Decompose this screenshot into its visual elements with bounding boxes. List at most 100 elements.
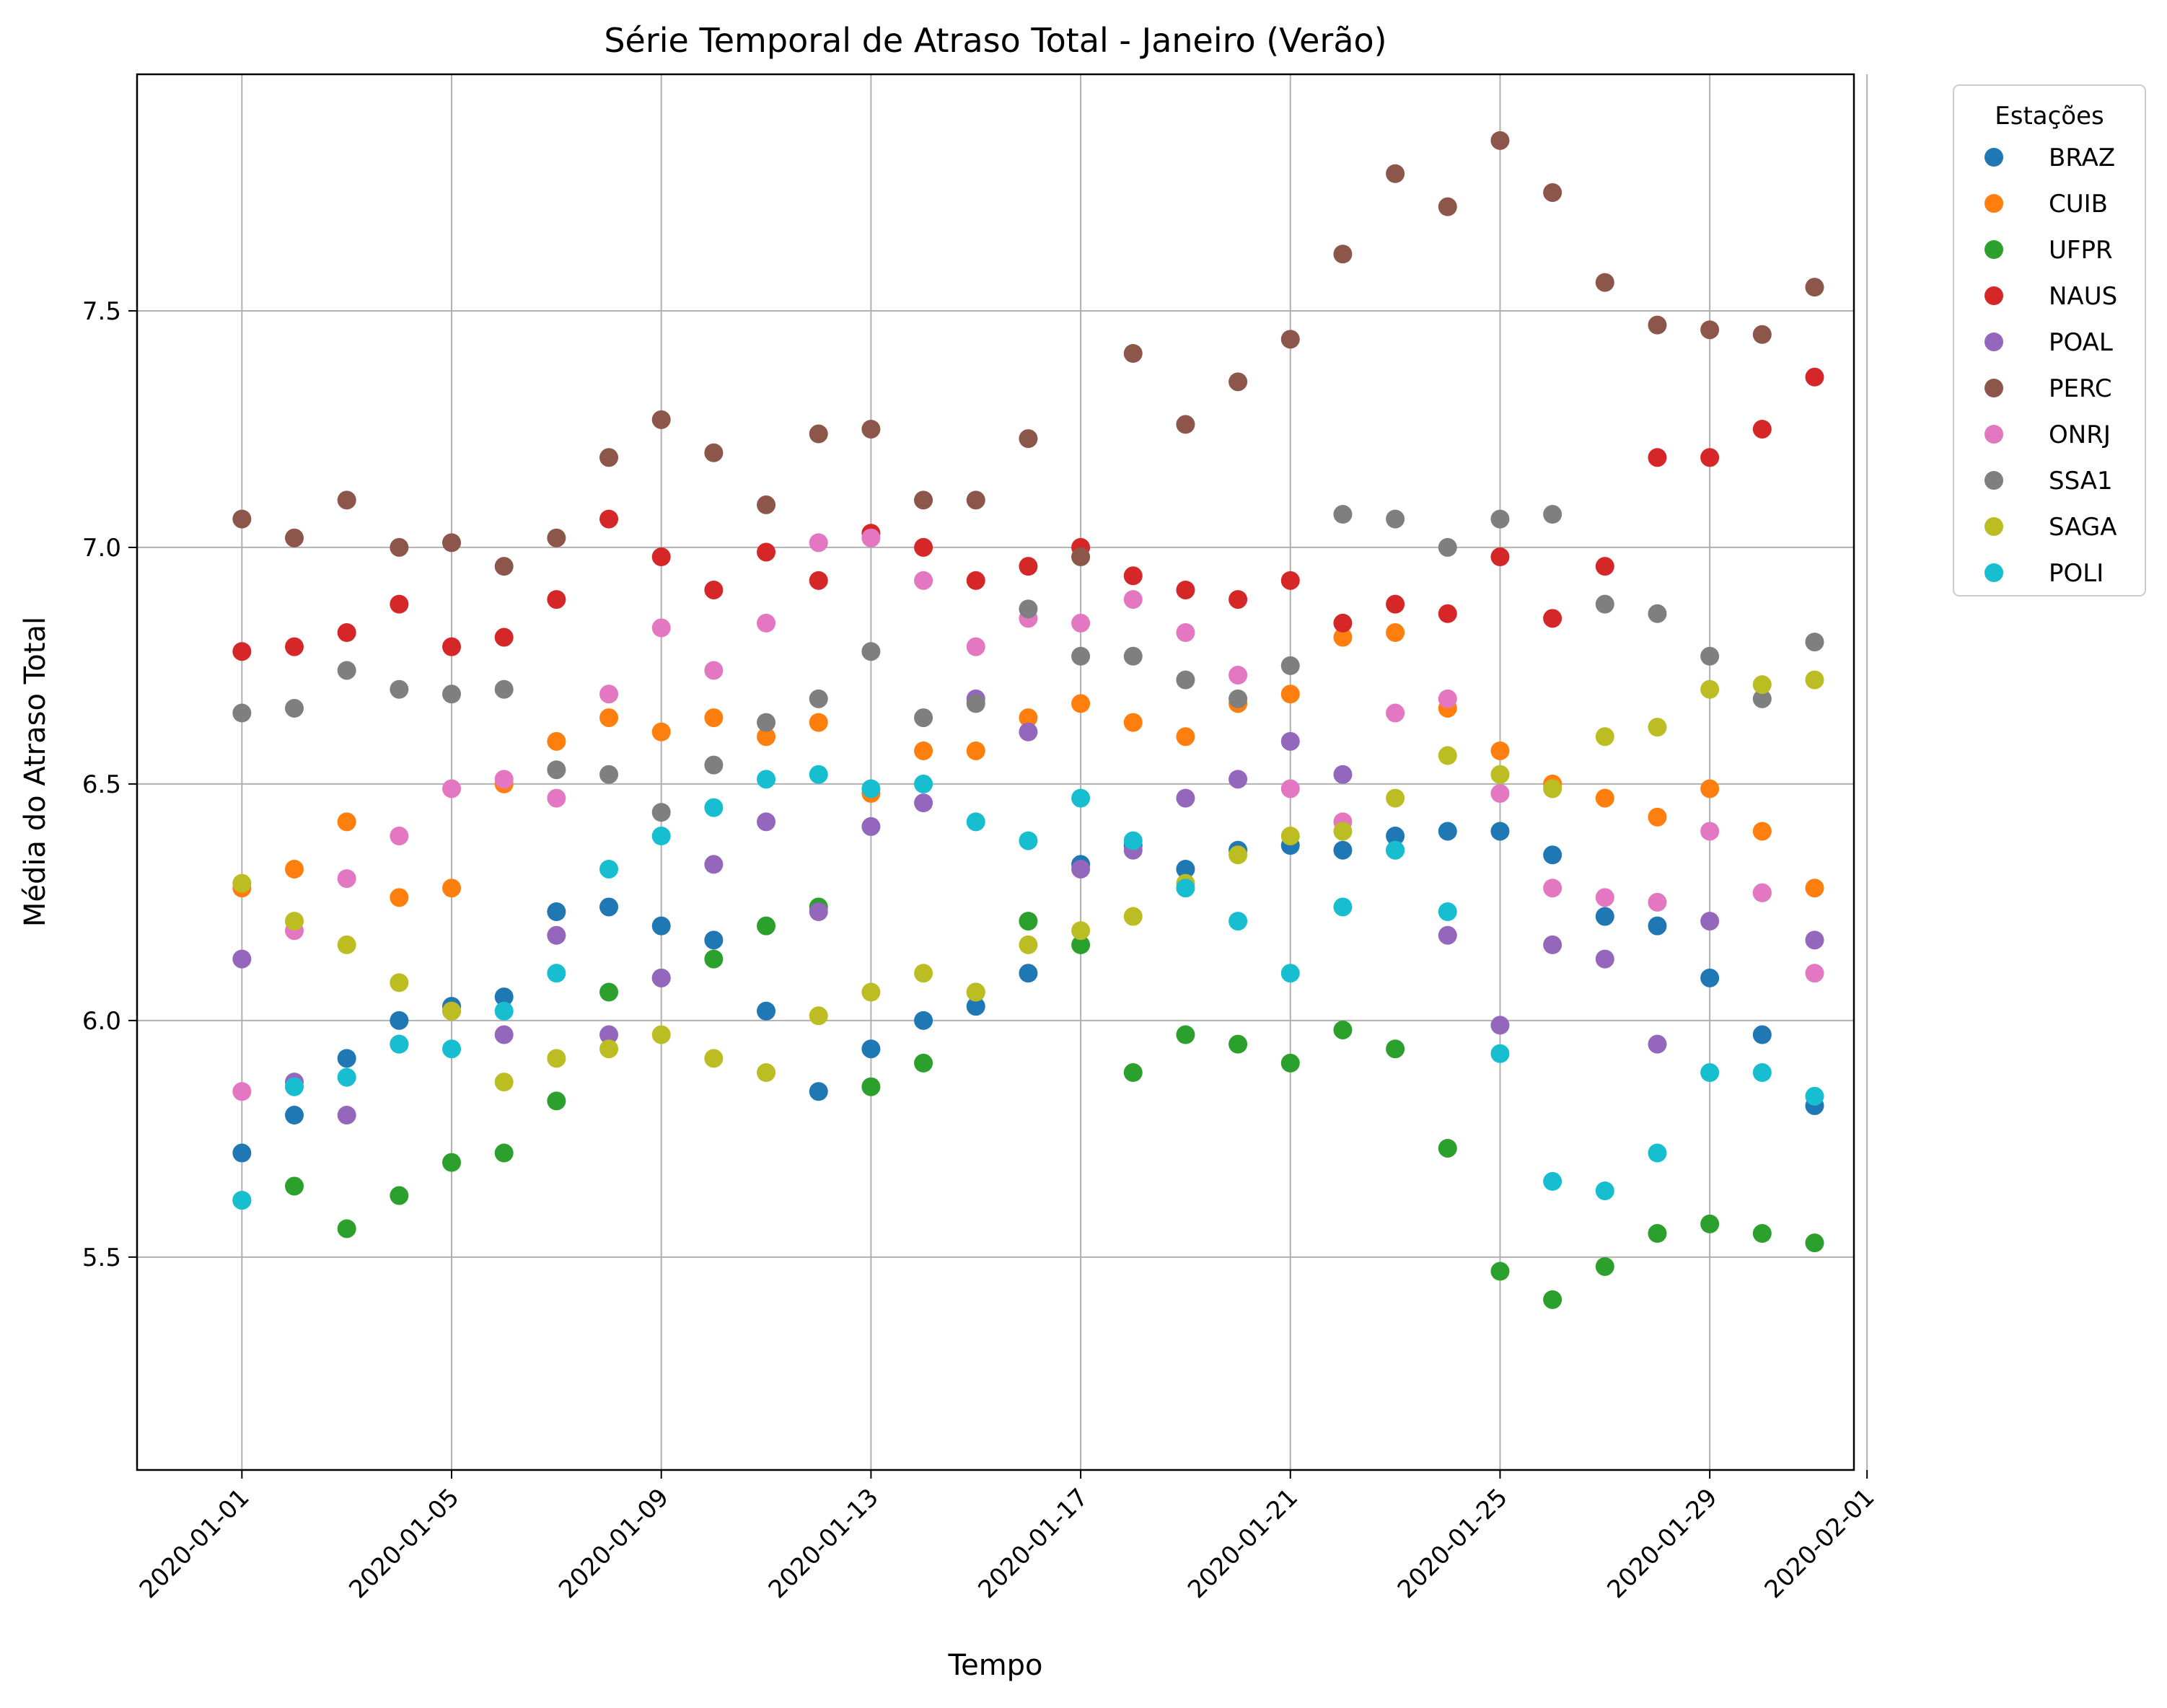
data-point (914, 708, 933, 728)
data-point (1019, 429, 1038, 449)
data-point (1438, 537, 1457, 557)
data-point (861, 1077, 881, 1096)
data-point (1228, 689, 1248, 708)
data-point (1648, 1034, 1667, 1054)
data-point (1228, 845, 1248, 865)
data-point (1490, 741, 1510, 760)
legend-label: BRAZ (2049, 144, 2115, 172)
data-point (547, 528, 566, 547)
data-point (1805, 964, 1824, 983)
data-point (757, 1063, 776, 1083)
data-point (1700, 968, 1720, 987)
data-point (1228, 590, 1248, 609)
data-point (1228, 666, 1248, 685)
data-point (599, 1039, 619, 1059)
data-point (809, 424, 828, 444)
data-point (1700, 679, 1720, 699)
series-ssa1 (232, 505, 1824, 822)
data-point (1700, 448, 1720, 467)
data-point (599, 684, 619, 704)
data-point (809, 689, 828, 708)
data-point (861, 779, 881, 798)
data-point (1648, 1143, 1667, 1163)
data-point (1228, 770, 1248, 789)
data-point (651, 410, 671, 429)
data-point (390, 537, 409, 557)
data-point (651, 1025, 671, 1044)
data-point (1019, 831, 1038, 850)
data-point (757, 713, 776, 732)
data-point (1176, 415, 1195, 434)
data-point (285, 528, 304, 547)
data-point (1386, 623, 1405, 642)
data-point (494, 557, 514, 576)
data-point (1228, 372, 1248, 392)
data-point (704, 580, 724, 599)
data-point (1490, 1262, 1510, 1281)
data-point (390, 1011, 409, 1030)
data-point (1543, 935, 1562, 954)
data-point (1648, 448, 1667, 467)
y-tick-label: 6.5 (82, 770, 121, 799)
data-point (547, 1049, 566, 1068)
data-point (1805, 930, 1824, 950)
data-point (1543, 505, 1562, 524)
data-point (1386, 827, 1405, 846)
data-point (1333, 613, 1353, 633)
data-point (651, 722, 671, 741)
data-point (1543, 1290, 1562, 1309)
legend-marker (1984, 517, 2003, 536)
data-point (1386, 164, 1405, 183)
data-point (757, 916, 776, 936)
legend-marker (1984, 563, 2003, 582)
data-points (232, 131, 1824, 1309)
data-point (232, 1191, 252, 1210)
data-point (1700, 822, 1720, 841)
series-poli (232, 765, 1824, 1210)
data-point (232, 703, 252, 723)
plot-area-frame (136, 73, 1855, 1471)
data-point (494, 1025, 514, 1044)
data-point (547, 590, 566, 609)
data-point (494, 1143, 514, 1163)
data-point (1228, 912, 1248, 931)
data-point (285, 859, 304, 879)
data-point (547, 760, 566, 780)
data-point (494, 1001, 514, 1021)
data-point (1752, 689, 1772, 708)
legend-label: NAUS (2049, 282, 2117, 311)
data-point (966, 741, 985, 760)
data-point (757, 727, 776, 747)
legend-marker (1984, 471, 2003, 490)
data-point (1752, 883, 1772, 902)
data-point (1333, 840, 1353, 860)
data-point (1595, 557, 1614, 576)
data-point (337, 1106, 356, 1125)
data-point (337, 812, 356, 832)
data-point (1438, 689, 1457, 708)
legend-label: POAL (2049, 328, 2113, 357)
legend-label: PERC (2049, 374, 2112, 403)
data-point (1071, 613, 1091, 633)
data-point (914, 1011, 933, 1030)
data-point (1123, 1063, 1143, 1083)
data-point (1176, 859, 1195, 879)
legend-label: ONRJ (2049, 421, 2111, 449)
data-point (337, 490, 356, 510)
legend-marker (1984, 148, 2003, 167)
data-point (757, 613, 776, 633)
data-point (1386, 788, 1405, 808)
data-point (1648, 916, 1667, 936)
y-tick-label: 7.0 (82, 534, 121, 563)
data-point (1071, 694, 1091, 713)
data-point (1019, 557, 1038, 576)
data-point (1490, 131, 1510, 150)
data-point (861, 982, 881, 1002)
data-point (1333, 822, 1353, 841)
data-point (809, 765, 828, 784)
data-point (704, 755, 724, 775)
data-point (390, 1034, 409, 1054)
data-point (966, 982, 985, 1002)
data-point (914, 1053, 933, 1073)
data-point (232, 642, 252, 661)
